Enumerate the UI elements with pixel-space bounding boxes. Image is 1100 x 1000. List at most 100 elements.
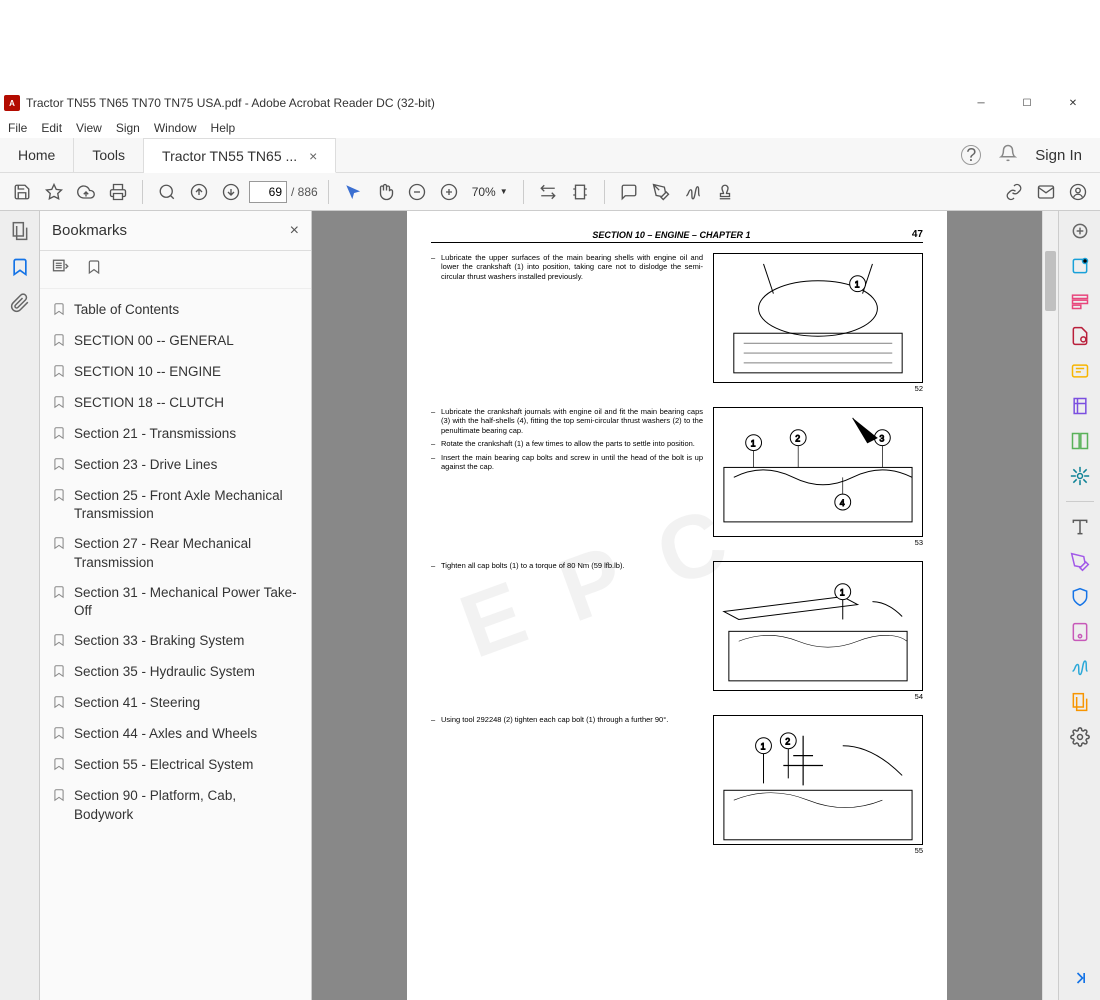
menu-edit[interactable]: Edit (37, 121, 66, 135)
pointer-icon[interactable] (339, 178, 367, 206)
bookmark-label: Section 23 - Drive Lines (74, 456, 217, 474)
tool-icon-6[interactable] (1070, 431, 1090, 451)
maximize-button[interactable]: ☐ (1004, 88, 1050, 118)
menu-view[interactable]: View (72, 121, 106, 135)
scrollbar-thumb[interactable] (1045, 251, 1056, 311)
svg-text:4: 4 (840, 498, 845, 508)
star-icon[interactable] (40, 178, 68, 206)
right-tools-rail (1058, 211, 1100, 1000)
bookmark-ribbon-icon (52, 695, 66, 713)
minimize-button[interactable]: ─ (958, 88, 1004, 118)
sign-in-button[interactable]: Sign In (1035, 147, 1082, 164)
email-icon[interactable] (1032, 178, 1060, 206)
tool-icon-1[interactable] (1070, 256, 1090, 276)
bookmark-item[interactable]: Section 90 - Platform, Cab, Bodywork (48, 781, 303, 829)
bookmarks-options-icon[interactable] (50, 258, 72, 281)
bookmark-item[interactable]: Section 31 - Mechanical Power Take-Off (48, 578, 303, 626)
bookmark-item[interactable]: Section 41 - Steering (48, 688, 303, 719)
stamp-icon[interactable] (711, 178, 739, 206)
page-input[interactable] (249, 181, 287, 203)
cloud-icon[interactable] (72, 178, 100, 206)
tool-icon-11[interactable] (1070, 622, 1090, 642)
bookmark-label: Section 21 - Transmissions (74, 425, 236, 443)
tool-icon-0[interactable] (1070, 221, 1090, 241)
bookmark-ribbon-icon (52, 302, 66, 320)
bookmark-item[interactable]: Section 27 - Rear Mechanical Transmissio… (48, 529, 303, 577)
highlight-icon[interactable] (647, 178, 675, 206)
zoom-out-icon[interactable] (403, 178, 431, 206)
svg-text:1: 1 (855, 280, 860, 290)
step-text: Using tool 292248 (2) tighten each cap b… (431, 715, 703, 855)
bookmark-item[interactable]: Section 21 - Transmissions (48, 419, 303, 450)
bookmarks-close-icon[interactable]: × (290, 222, 299, 240)
tool-icon-14[interactable] (1070, 727, 1090, 747)
print-icon[interactable] (104, 178, 132, 206)
step-text: Lubricate the crankshaft journals with e… (431, 407, 703, 547)
tool-icon-13[interactable] (1070, 692, 1090, 712)
menu-file[interactable]: File (4, 121, 31, 135)
bookmark-item[interactable]: Section 55 - Electrical System (48, 750, 303, 781)
menu-window[interactable]: Window (150, 121, 201, 135)
find-icon[interactable] (153, 178, 181, 206)
bookmark-item[interactable]: SECTION 18 -- CLUTCH (48, 388, 303, 419)
bookmark-label: Section 55 - Electrical System (74, 756, 253, 774)
menu-sign[interactable]: Sign (112, 121, 144, 135)
bookmark-item[interactable]: Table of Contents (48, 295, 303, 326)
bookmark-label: Section 31 - Mechanical Power Take-Off (74, 584, 299, 620)
tool-icon-12[interactable] (1070, 657, 1090, 677)
tool-icon-10[interactable] (1070, 587, 1090, 607)
tool-icon-7[interactable] (1070, 466, 1090, 486)
link-icon[interactable] (1000, 178, 1028, 206)
help-icon[interactable]: ? (961, 145, 981, 165)
tab-tools[interactable]: Tools (74, 138, 144, 172)
bookmark-item[interactable]: Section 35 - Hydraulic System (48, 657, 303, 688)
bookmarks-icon[interactable] (10, 257, 30, 277)
zoom-in-icon[interactable] (435, 178, 463, 206)
step-figure: 1 (713, 561, 923, 691)
tool-icon-2[interactable] (1070, 291, 1090, 311)
tool-icon-4[interactable] (1070, 361, 1090, 381)
bell-icon[interactable] (999, 144, 1017, 167)
page-up-icon[interactable] (185, 178, 213, 206)
bookmarks-find-icon[interactable] (86, 257, 102, 282)
bookmark-item[interactable]: Section 33 - Braking System (48, 626, 303, 657)
svg-text:2: 2 (785, 737, 790, 747)
tool-icon-9[interactable] (1070, 552, 1090, 572)
menu-help[interactable]: Help (207, 121, 240, 135)
bookmark-item[interactable]: Section 25 - Front Axle Mechanical Trans… (48, 481, 303, 529)
tool-icon-5[interactable] (1070, 396, 1090, 416)
tab-document[interactable]: Tractor TN55 TN65 ... × (144, 138, 336, 173)
bookmark-item[interactable]: Section 44 - Axles and Wheels (48, 719, 303, 750)
close-button[interactable]: ✕ (1050, 88, 1096, 118)
svg-text:1: 1 (840, 588, 845, 598)
tab-close-icon[interactable]: × (309, 148, 317, 164)
collapse-rail-icon[interactable] (1070, 968, 1090, 988)
hand-icon[interactable] (371, 178, 399, 206)
step-text: Tighten all cap bolts (1) to a torque of… (431, 561, 703, 701)
comment-icon[interactable] (615, 178, 643, 206)
procedure-step: Lubricate the upper surfaces of the main… (431, 253, 923, 393)
bookmark-ribbon-icon (52, 633, 66, 651)
scrollbar-vertical[interactable] (1042, 211, 1058, 1000)
bookmark-item[interactable]: Section 23 - Drive Lines (48, 450, 303, 481)
fit-width-icon[interactable] (534, 178, 562, 206)
save-icon[interactable] (8, 178, 36, 206)
bookmark-item[interactable]: SECTION 10 -- ENGINE (48, 357, 303, 388)
zoom-select[interactable]: 70% ▼ (467, 182, 513, 202)
document-area[interactable]: SECTION 10 – ENGINE – CHAPTER 1 47 Lubri… (312, 211, 1042, 1000)
tab-bar: Home Tools Tractor TN55 TN65 ... × ? Sig… (0, 138, 1100, 173)
bookmark-label: Table of Contents (74, 301, 179, 319)
account-icon[interactable] (1064, 178, 1092, 206)
fit-page-icon[interactable] (566, 178, 594, 206)
bookmark-label: Section 27 - Rear Mechanical Transmissio… (74, 535, 299, 571)
procedure-step: Lubricate the crankshaft journals with e… (431, 407, 923, 547)
attachments-icon[interactable] (10, 293, 30, 313)
sign-icon[interactable] (679, 178, 707, 206)
tab-home[interactable]: Home (0, 138, 74, 172)
thumbnails-icon[interactable] (10, 221, 30, 241)
tool-icon-3[interactable] (1070, 326, 1090, 346)
tool-icon-8[interactable] (1070, 517, 1090, 537)
page-down-icon[interactable] (217, 178, 245, 206)
bookmark-item[interactable]: SECTION 00 -- GENERAL (48, 326, 303, 357)
bookmark-ribbon-icon (52, 757, 66, 775)
